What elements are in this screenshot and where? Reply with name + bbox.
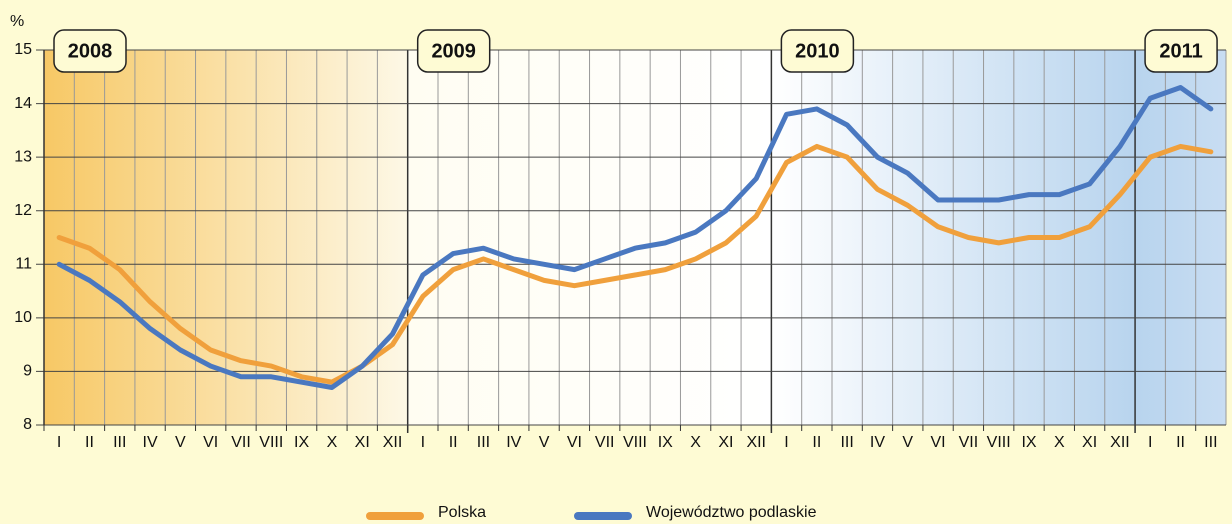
year-badge	[1144, 29, 1218, 73]
x-tick-label: V	[175, 434, 186, 451]
x-tick-label: IX	[1021, 434, 1036, 451]
y-tick-label: 15	[14, 41, 32, 58]
year-label: 2008	[68, 40, 113, 62]
legend-label: Polska	[438, 504, 486, 521]
x-tick-label: X	[1054, 434, 1065, 451]
x-tick-label: VIII	[259, 434, 283, 451]
x-tick-label: XII	[746, 434, 766, 451]
x-tick-label: VIII	[987, 434, 1011, 451]
x-tick-label: XI	[355, 434, 370, 451]
year-badge	[416, 29, 491, 73]
x-tick-label: V	[902, 434, 913, 451]
y-tick-label: 13	[14, 148, 32, 165]
x-tick-label: IX	[658, 434, 673, 451]
x-tick-label: VII	[595, 434, 615, 451]
x-tick-label: XII	[1110, 434, 1130, 451]
year-label: 2009	[431, 40, 476, 62]
x-tick-label: VI	[203, 434, 218, 451]
x-tick-label: II	[812, 434, 821, 451]
year-badge	[53, 29, 127, 73]
x-tick-label: III	[477, 434, 490, 451]
x-tick-label: IV	[506, 434, 521, 451]
x-tick-label: II	[1176, 434, 1185, 451]
y-tick-label: 12	[14, 202, 32, 219]
x-tick-label: II	[449, 434, 458, 451]
x-tick-label: II	[85, 434, 94, 451]
unit-label: %	[10, 13, 24, 30]
y-tick-label: 9	[23, 363, 32, 380]
x-tick-label: III	[113, 434, 126, 451]
x-tick-label: V	[539, 434, 550, 451]
x-tick-label: IV	[143, 434, 158, 451]
year-label: 2011	[1159, 40, 1202, 62]
x-tick-label: VII	[231, 434, 251, 451]
x-tick-label: IX	[294, 434, 309, 451]
x-tick-label: XI	[1082, 434, 1097, 451]
x-tick-label: VI	[931, 434, 946, 451]
x-tick-label: I	[421, 434, 425, 451]
y-tick-label: 14	[14, 95, 32, 112]
x-tick-label: VII	[959, 434, 979, 451]
x-tick-label: XII	[383, 434, 403, 451]
year-badge	[780, 29, 855, 73]
x-tick-label: X	[690, 434, 701, 451]
y-tick-label: 8	[23, 416, 32, 433]
x-tick-label: XI	[718, 434, 733, 451]
year-label: 2010	[795, 40, 840, 62]
x-tick-label: X	[327, 434, 338, 451]
x-tick-label: IV	[870, 434, 885, 451]
x-tick-label: I	[57, 434, 61, 451]
x-tick-label: I	[784, 434, 788, 451]
x-tick-label: VI	[567, 434, 582, 451]
series-line	[56, 85, 1214, 390]
x-tick-label: III	[840, 434, 853, 451]
legend-label: Województwo podlaskie	[646, 504, 817, 521]
year-background	[1135, 50, 1226, 425]
y-tick-label: 10	[14, 309, 32, 326]
x-tick-label: I	[1148, 434, 1152, 451]
y-tick-label: 11	[15, 256, 32, 273]
x-tick-label: VIII	[623, 434, 647, 451]
series-line	[56, 143, 1214, 385]
x-tick-label: III	[1204, 434, 1217, 451]
